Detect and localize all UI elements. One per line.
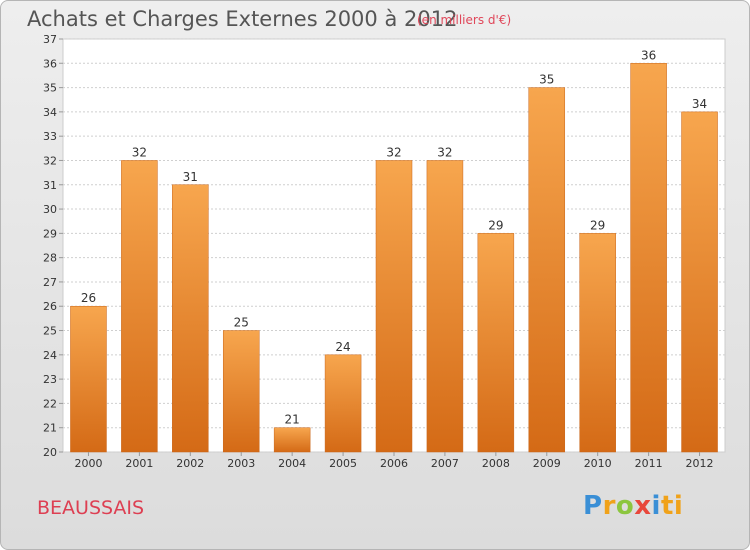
y-tick-label: 29 [43, 227, 57, 240]
bar [477, 233, 515, 453]
bar [121, 160, 158, 453]
data-label: 32 [386, 145, 401, 159]
x-tick-label: 2010 [584, 457, 612, 470]
chart-title: Achats et Charges Externes 2000 à 2012 [27, 7, 458, 31]
x-tick-label: 2009 [533, 457, 561, 470]
y-tick-label: 35 [43, 82, 57, 95]
y-tick-label: 24 [43, 349, 57, 362]
logo-letter: x [634, 491, 652, 521]
x-tick-label: 2007 [431, 457, 459, 470]
bar [273, 427, 311, 453]
logo-letter: ti [660, 491, 684, 521]
x-tick-label: 2000 [74, 457, 102, 470]
y-tick-label: 37 [43, 33, 57, 46]
logo-letter: o [615, 491, 635, 521]
chart-unit: (en milliers d'€) [417, 13, 512, 27]
logo-letter: r [602, 491, 616, 521]
bars: 26 32 31 25 21 24 32 32 29 35 29 36 34 [70, 48, 718, 453]
bar [324, 354, 362, 453]
bar [172, 184, 209, 453]
data-label: 24 [335, 340, 350, 354]
y-tick-label: 30 [43, 203, 57, 216]
bar [630, 63, 667, 453]
y-tick-label: 36 [43, 57, 57, 70]
data-label: 29 [488, 218, 503, 232]
y-tick-label: 32 [43, 154, 57, 167]
y-tick-label: 21 [43, 422, 57, 435]
data-label: 26 [81, 291, 96, 305]
y-tick-label: 20 [43, 446, 57, 459]
logo-letter: i [651, 491, 661, 521]
x-tick-label: 2001 [125, 457, 153, 470]
data-label: 32 [132, 145, 147, 159]
data-label: 31 [183, 170, 198, 184]
y-tick-label: 33 [43, 130, 57, 143]
y-tick-label: 26 [43, 300, 57, 313]
bar [528, 87, 566, 453]
bar [375, 160, 413, 453]
x-tick-label: 2005 [329, 457, 357, 470]
data-label: 36 [641, 48, 656, 62]
bar [426, 160, 464, 453]
bar [681, 111, 718, 453]
bar [222, 330, 260, 453]
x-tick-label: 2008 [482, 457, 510, 470]
y-tick-label: 23 [43, 373, 57, 386]
bar [579, 233, 616, 453]
proxiti-logo[interactable]: Proxiti [583, 491, 683, 521]
y-tick-label: 25 [43, 325, 57, 338]
y-tick-label: 31 [43, 179, 57, 192]
data-label: 21 [285, 413, 300, 427]
x-axis: 2000 2001 2002 2003 2004 2005 2006 2007 2008 2009… [74, 452, 714, 470]
y-axis: 20 21 22 23 24 25 26 27 28 29 30 31 32 33 34 35 36 37 [43, 33, 63, 459]
x-tick-label: 2011 [635, 457, 663, 470]
y-tick-label: 34 [43, 106, 57, 119]
y-tick-label: 22 [43, 397, 57, 410]
commune-name: BEAUSSAIS [37, 497, 145, 519]
data-label: 25 [234, 316, 249, 330]
x-tick-label: 2003 [227, 457, 255, 470]
y-tick-label: 28 [43, 252, 57, 265]
data-label: 32 [437, 145, 452, 159]
x-tick-label: 2006 [380, 457, 408, 470]
bar [70, 305, 107, 453]
data-label: 29 [590, 218, 605, 232]
y-tick-label: 27 [43, 276, 57, 289]
x-tick-label: 2012 [686, 457, 714, 470]
x-tick-label: 2004 [278, 457, 306, 470]
logo-letter: P [583, 491, 603, 521]
data-label: 34 [692, 97, 707, 111]
data-label: 35 [539, 73, 554, 87]
x-tick-label: 2002 [176, 457, 204, 470]
